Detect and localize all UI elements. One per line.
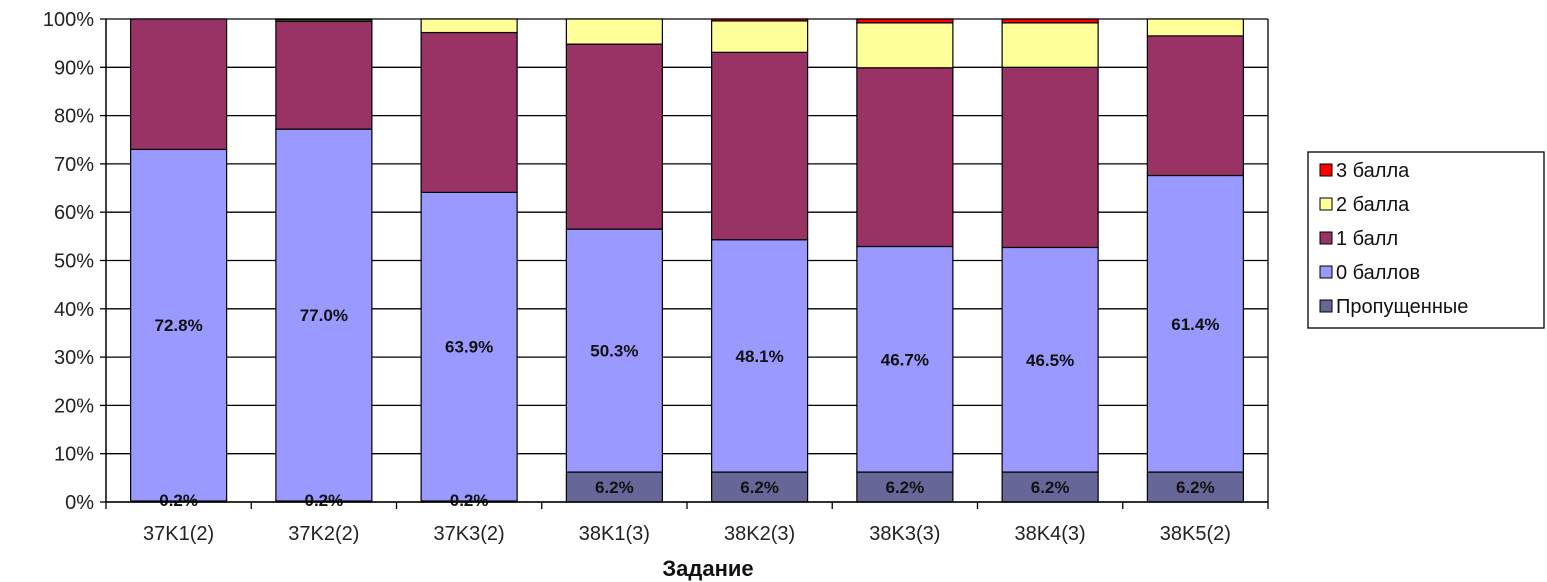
y-tick-label: 0% bbox=[65, 492, 94, 514]
data-label: 61.4% bbox=[1171, 315, 1219, 334]
bar-segment bbox=[275, 128, 373, 502]
bar-segment bbox=[130, 18, 228, 151]
data-label: 46.5% bbox=[1026, 351, 1074, 370]
y-tick-label: 10% bbox=[54, 444, 94, 466]
data-label: 0.2% bbox=[305, 491, 344, 510]
bar-segment bbox=[1001, 18, 1099, 24]
y-tick-label: 20% bbox=[54, 395, 94, 417]
x-axis-title: Задание bbox=[662, 556, 753, 581]
bars bbox=[130, 18, 1244, 503]
bar-segment bbox=[711, 18, 809, 22]
bar-segment bbox=[420, 31, 518, 193]
x-tick-label: 37K3(2) bbox=[434, 523, 505, 545]
x-tick-label: 38K3(3) bbox=[869, 523, 940, 545]
legend: 3 балла 2 балла 1 балл 0 баллов Пропущенные bbox=[1307, 151, 1545, 329]
bar-segment bbox=[275, 20, 373, 130]
data-labels: 0.2% 72.8% 0.2% 77.0% 0.2% 63.9% 6.2% 50.3% 6.2%… bbox=[155, 306, 1220, 510]
legend-swatch bbox=[1319, 265, 1333, 279]
legend-label: 1 балл bbox=[1336, 228, 1398, 250]
data-label: 77.0% bbox=[300, 306, 348, 325]
y-tick-label: 40% bbox=[54, 299, 94, 321]
legend-swatch bbox=[1319, 299, 1333, 313]
x-tick-label: 38K4(3) bbox=[1015, 523, 1086, 545]
bar-segment bbox=[1146, 18, 1244, 37]
legend-label: Пропущенные bbox=[1336, 296, 1468, 318]
bar-segment bbox=[420, 18, 518, 34]
bar-segment bbox=[856, 67, 954, 248]
bar-segment bbox=[711, 20, 809, 53]
x-tick-label: 38K5(2) bbox=[1160, 523, 1231, 545]
data-label: 0.2% bbox=[450, 491, 489, 510]
legend-swatch bbox=[1319, 231, 1333, 245]
data-label: 48.1% bbox=[736, 347, 784, 366]
legend-label: 3 балла bbox=[1336, 160, 1410, 182]
y-tick-label: 100% bbox=[43, 9, 94, 31]
legend-swatch bbox=[1319, 163, 1333, 177]
bar-segment bbox=[565, 228, 663, 473]
data-label: 50.3% bbox=[590, 342, 638, 361]
bar-segment bbox=[1001, 246, 1099, 473]
bar-segment bbox=[1001, 66, 1099, 249]
data-label: 72.8% bbox=[155, 316, 203, 335]
x-tick-label: 37K2(2) bbox=[288, 523, 359, 545]
bar-segment bbox=[420, 191, 518, 502]
x-tick-label: 38K2(3) bbox=[724, 523, 795, 545]
legend-swatch bbox=[1319, 197, 1333, 211]
bar-segment bbox=[711, 51, 809, 241]
y-tick-label: 30% bbox=[54, 347, 94, 369]
legend-box bbox=[1307, 151, 1545, 329]
bar-segment bbox=[275, 18, 373, 21]
data-label: 6.2% bbox=[1176, 478, 1215, 497]
bar-segment bbox=[565, 43, 663, 230]
y-tick-label: 70% bbox=[54, 154, 94, 176]
bar-segment bbox=[1146, 35, 1244, 177]
data-label: 6.2% bbox=[886, 478, 925, 497]
bar-segment bbox=[130, 148, 228, 502]
legend-label: 2 балла bbox=[1336, 194, 1410, 216]
bar-segment bbox=[1146, 174, 1244, 473]
legend-label: 0 баллов bbox=[1336, 262, 1420, 284]
data-label: 0.2% bbox=[159, 491, 198, 510]
axes: 0% 10% 20% 30% 40% 50% 60% 70% 80% 90% 100% 37K1(2)… bbox=[43, 9, 1269, 545]
y-tick-label: 80% bbox=[54, 106, 94, 128]
data-label: 46.7% bbox=[881, 350, 929, 369]
bar-segment bbox=[1146, 471, 1244, 503]
data-label: 6.2% bbox=[595, 478, 634, 497]
bar-segment bbox=[1001, 22, 1099, 68]
bar-segment bbox=[711, 239, 809, 473]
y-tick-label: 60% bbox=[54, 202, 94, 224]
data-label: 63.9% bbox=[445, 338, 493, 357]
data-label: 6.2% bbox=[1031, 478, 1070, 497]
bar-segment bbox=[565, 18, 663, 45]
bar-segment bbox=[856, 245, 954, 473]
x-tick-label: 37K1(2) bbox=[143, 523, 214, 545]
bar-segment bbox=[711, 471, 809, 503]
bar-segment bbox=[856, 22, 954, 69]
y-tick-label: 90% bbox=[54, 57, 94, 79]
y-tick-label: 50% bbox=[54, 251, 94, 273]
bar-segment bbox=[1001, 471, 1099, 503]
bar-segment bbox=[856, 18, 954, 24]
x-tick-label: 38K1(3) bbox=[579, 523, 650, 545]
data-label: 6.2% bbox=[740, 478, 779, 497]
